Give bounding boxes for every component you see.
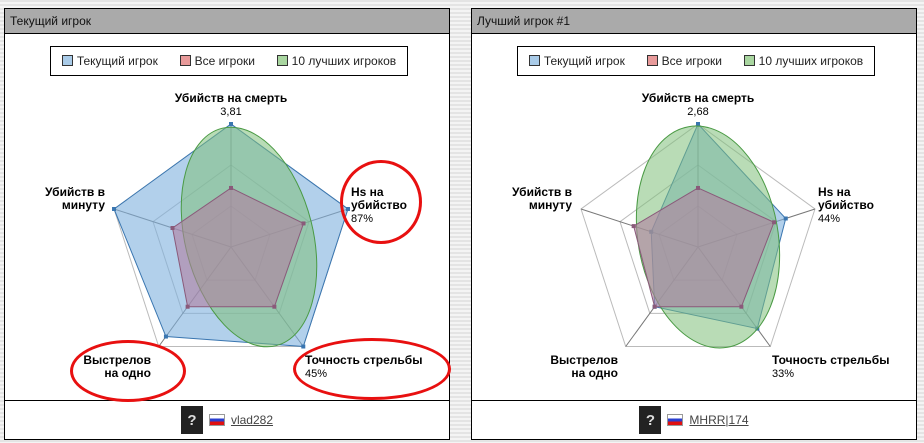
series-all-point	[772, 220, 777, 225]
legend: Текущий игрок Все игроки 10 лучших игрок…	[517, 46, 875, 76]
series-all	[633, 187, 775, 308]
series-current-point	[696, 122, 700, 126]
radar-chart	[580, 122, 816, 349]
axis-label-kpm: Убийств в минуту	[45, 185, 105, 212]
help-button[interactable]: ?	[180, 406, 203, 434]
series-current-point	[229, 122, 233, 126]
annotation-circle	[340, 160, 422, 244]
series-all-point	[631, 224, 636, 229]
series-current-point	[112, 206, 117, 211]
radar-chart	[112, 122, 350, 349]
panel-title: Лучший игрок #1	[472, 9, 916, 34]
player-name-link[interactable]: MHRR|174	[689, 413, 749, 427]
axis-label-hs: Hs на убийство 44%	[818, 185, 874, 226]
russia-flag-icon	[208, 414, 225, 426]
russia-flag-icon	[667, 414, 684, 426]
panel-title: Текущий игрок	[5, 9, 449, 34]
series-all-point	[185, 304, 190, 309]
axis-label-kd: Убийств на смерть 3,81	[174, 91, 288, 119]
annotation-circle	[293, 338, 451, 400]
legend-item-current: Текущий игрок	[61, 54, 158, 68]
series-current-point	[301, 344, 306, 349]
player-footer: ? MHRR|174	[472, 400, 916, 439]
legend-item-top10: 10 лучших игроков	[276, 54, 396, 68]
legend: Текущий игрок Все игроки 10 лучших игрок…	[50, 46, 408, 76]
axis-label-kd: Убийств на смерть 2,68	[641, 91, 755, 119]
grid-ring	[580, 123, 816, 348]
player-name-link[interactable]: vlad282	[230, 413, 274, 427]
axis-label-accuracy: Точность стрельбы 33%	[772, 353, 890, 381]
legend-item-all: Все игроки	[179, 54, 255, 68]
series-all-point	[652, 304, 657, 309]
series-all	[171, 187, 305, 308]
legend-item-all: Все игроки	[646, 54, 722, 68]
series-all-point	[229, 185, 233, 190]
panel-best-player: Лучший игрок #1 Текущий игрок Все игроки…	[471, 8, 917, 440]
axis-label-kpm: Убийств в минуту	[512, 185, 572, 212]
series-all-point	[739, 304, 744, 309]
axis-label-shots: Выстрелов на одно	[550, 353, 618, 380]
series-all-point	[301, 221, 306, 226]
help-button[interactable]: ?	[639, 406, 662, 434]
legend-item-current: Текущий игрок	[528, 54, 625, 68]
series-current-point	[163, 334, 168, 339]
series-all-point	[696, 185, 700, 190]
annotation-circle	[70, 340, 186, 402]
player-footer: ? vlad282	[5, 400, 449, 439]
series-current-point	[783, 216, 788, 221]
series-all-point	[170, 225, 175, 230]
series-all-point	[272, 304, 277, 309]
legend-item-top10: 10 лучших игроков	[743, 54, 863, 68]
